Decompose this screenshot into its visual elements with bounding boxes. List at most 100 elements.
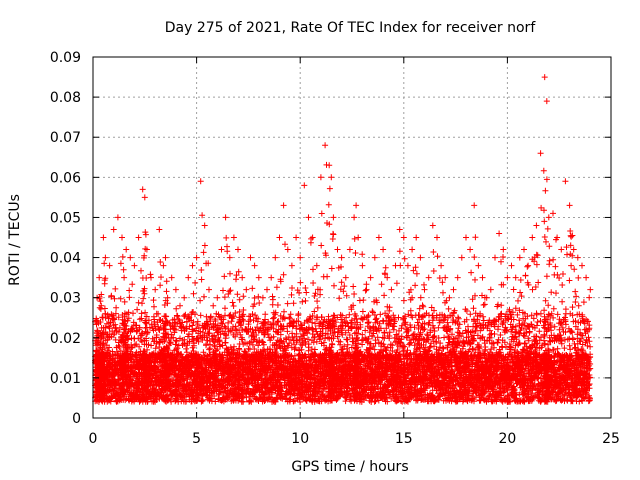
data-point-fill	[249, 285, 256, 292]
data-point-fill	[115, 329, 122, 335]
data-point-fill	[331, 282, 337, 289]
data-point-fill	[107, 319, 114, 326]
data-point	[251, 262, 258, 269]
data-point-fill	[96, 294, 103, 300]
data-point-fill	[106, 387, 113, 393]
data-point-fill	[230, 303, 237, 309]
data-point	[328, 174, 335, 181]
data-point-fill	[131, 335, 138, 342]
data-point-fill	[233, 276, 239, 283]
data-point	[185, 274, 192, 281]
data-point-fill	[289, 285, 295, 291]
data-point	[162, 254, 169, 261]
data-point-fill	[221, 273, 228, 280]
data-point	[305, 214, 312, 221]
data-point-fill	[310, 266, 316, 273]
data-point	[239, 274, 246, 281]
data-point-fill	[198, 267, 205, 273]
data-point	[106, 262, 113, 269]
data-point-fill	[94, 327, 101, 334]
data-point-fill	[157, 282, 164, 289]
data-point-fill	[251, 295, 258, 301]
data-point	[210, 302, 217, 309]
data-point-fill	[101, 345, 108, 352]
data-point-fill	[262, 311, 269, 318]
data-point-fill	[351, 291, 358, 297]
data-point-fill	[330, 231, 337, 238]
data-point-fill	[274, 302, 281, 308]
data-point	[214, 294, 221, 301]
data-point-fill	[201, 222, 208, 229]
data-point-fill	[147, 271, 154, 278]
data-point-fill	[286, 314, 293, 321]
data-point-fill	[197, 312, 204, 319]
data-point-fill	[106, 325, 113, 332]
data-point-fill	[101, 260, 108, 267]
data-point-fill	[100, 341, 107, 348]
data-point	[313, 262, 320, 269]
data-point	[123, 246, 130, 253]
data-point-fill	[113, 325, 119, 332]
data-point-fill	[287, 311, 294, 318]
data-point-fill	[318, 242, 325, 249]
data-point-fill	[220, 287, 226, 294]
data-point-fill	[117, 348, 124, 354]
data-point-fill	[282, 241, 288, 248]
data-point	[226, 254, 233, 261]
data-point-fill	[107, 353, 114, 360]
data-point	[197, 178, 204, 185]
data-point-fill	[112, 285, 119, 292]
data-point-fill	[110, 315, 117, 322]
data-point	[206, 286, 212, 293]
data-point	[193, 254, 200, 261]
data-point-fill	[256, 300, 263, 306]
data-point-fill	[163, 278, 170, 285]
data-point-fill	[234, 291, 241, 298]
data-point-fill	[221, 294, 228, 301]
data-point-fill	[120, 266, 127, 273]
data-point-fill	[350, 283, 357, 290]
data-point	[288, 262, 295, 269]
data-point-fill	[302, 285, 309, 291]
data-point-fill	[269, 301, 276, 308]
data-point	[264, 286, 270, 293]
data-point	[255, 274, 262, 281]
data-point-fill	[223, 234, 230, 241]
data-point-fill	[115, 392, 122, 399]
data-point	[268, 274, 275, 281]
data-point-fill	[297, 279, 304, 286]
data-point-fill	[97, 319, 104, 325]
data-point-fill	[308, 235, 315, 242]
data-point-fill	[273, 284, 280, 291]
data-point-fill	[156, 327, 163, 334]
data-point	[139, 186, 146, 193]
data-point-fill	[183, 345, 190, 352]
data-point	[272, 254, 279, 261]
data-point-fill	[117, 295, 124, 302]
data-point-fill	[111, 330, 118, 336]
data-point	[230, 234, 237, 241]
data-point-fill	[222, 305, 228, 312]
data-point-fill	[117, 260, 124, 267]
data-point	[247, 254, 254, 261]
data-point-fill	[112, 336, 119, 343]
data-point-fill	[302, 297, 309, 304]
data-point-fill	[314, 304, 321, 311]
data-point-fill	[115, 359, 122, 366]
data-point	[301, 182, 308, 189]
data-point-fill	[236, 296, 243, 303]
data-point-fill	[121, 326, 128, 333]
data-point	[156, 226, 163, 233]
data-point	[131, 262, 138, 269]
data-point	[309, 234, 316, 241]
data-point-fill	[255, 293, 262, 300]
data-point	[334, 246, 341, 253]
data-point-fill	[103, 320, 110, 327]
data-point-fill	[351, 235, 358, 242]
data-point-fill	[295, 311, 302, 317]
data-point	[135, 234, 142, 241]
data-point-fill	[116, 324, 123, 331]
data-point-fill	[290, 300, 297, 307]
data-point-fill	[338, 279, 345, 286]
